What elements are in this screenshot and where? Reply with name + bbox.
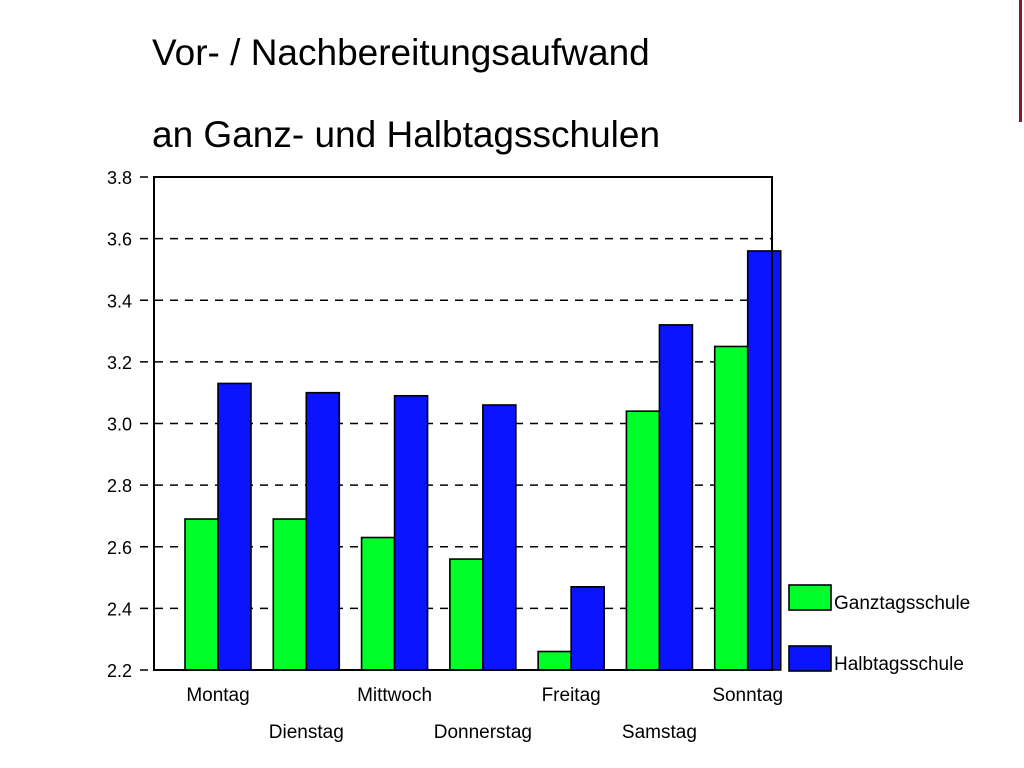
chart-title-line-2: an Ganz- und Halbtagsschulen: [152, 114, 661, 155]
y-tick-label: 3.8: [107, 168, 132, 188]
x-tick-label: Montag: [186, 685, 249, 706]
y-axis-ticks: 2.2 2.4 2.6 2.8 3.0 3.2 3.4 3.6 3.8: [107, 168, 132, 681]
legend-swatch: [788, 645, 832, 672]
y-tick-label: 3.6: [107, 230, 132, 250]
bar-ganztagsschule-freitag: [537, 650, 572, 671]
bar-halbtagsschule-freitag: [570, 586, 605, 671]
legend: Ganztagsschule Halbtagsschule: [788, 584, 970, 675]
y-tick-label: 3.0: [107, 415, 132, 435]
x-tick-label: Mittwoch: [357, 685, 432, 706]
y-tick-label: 3.4: [107, 291, 132, 311]
bar-halbtagsschule-sonntag: [746, 250, 782, 671]
plot-frame: [153, 176, 773, 671]
legend-label: Halbtagsschule: [834, 654, 964, 675]
x-tick-label: Donnerstag: [434, 722, 532, 743]
x-tick-label: Dienstag: [269, 722, 344, 743]
bar-ganztagsschule-dienstag: [272, 518, 308, 671]
legend-swatch: [788, 584, 832, 611]
x-tick-label: Freitag: [542, 685, 601, 706]
bar-halbtagsschule-donnerstag: [482, 404, 517, 671]
x-tick-label: Sonntag: [712, 685, 783, 706]
y-tick-label: 2.4: [107, 599, 132, 619]
chart-title-line-1: Vor- / Nachbereitungsaufwand: [152, 32, 650, 73]
legend-label: Ganztagsschule: [834, 593, 970, 614]
bars: [184, 250, 782, 671]
bar-halbtagsschule-samstag: [658, 324, 694, 671]
y-tick-label: 2.8: [107, 476, 132, 496]
bar-ganztagsschule-montag: [184, 518, 219, 671]
bar-ganztagsschule-samstag: [625, 410, 661, 671]
bar-ganztagsschule-mittwoch: [360, 536, 396, 671]
bar-ganztagsschule-donnerstag: [449, 558, 484, 671]
slide-edge-accent: [1019, 0, 1022, 122]
axes: [153, 176, 773, 671]
bar-halbtagsschule-montag: [217, 382, 252, 671]
y-tick-label: 3.2: [107, 353, 132, 373]
bar-halbtagsschule-dienstag: [305, 391, 341, 671]
bar-ganztagsschule-sonntag: [713, 345, 749, 671]
y-tick-label: 2.2: [107, 661, 132, 681]
x-tick-label: Samstag: [622, 722, 697, 743]
bar-halbtagsschule-mittwoch: [393, 394, 429, 671]
y-tick-label: 2.6: [107, 538, 132, 558]
